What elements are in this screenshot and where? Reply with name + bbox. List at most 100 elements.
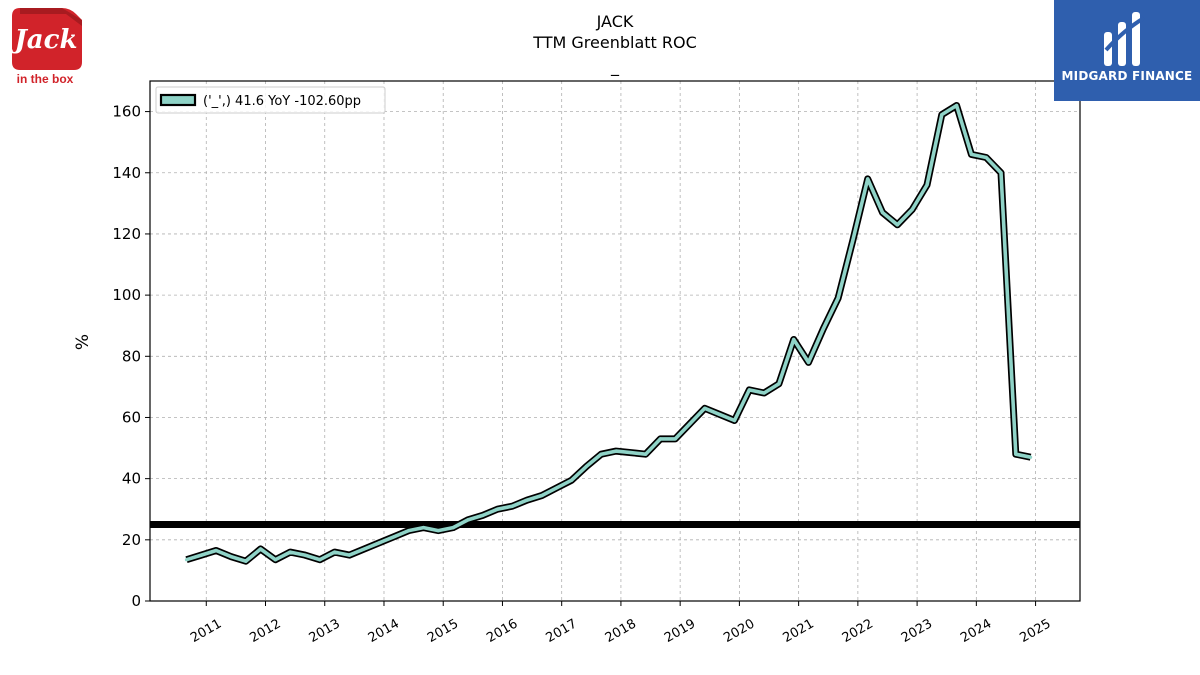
midgard-logo-text: MIDGARD FINANCE	[1061, 69, 1193, 83]
jack-logo-icon: Jack in the box	[10, 8, 82, 86]
x-tick-label: 2018	[603, 616, 639, 646]
data-point	[347, 553, 351, 557]
y-tick-label: 100	[112, 286, 141, 304]
svg-text:in the box: in the box	[17, 72, 74, 86]
jack-in-the-box-logo: Jack in the box	[6, 6, 84, 86]
data-point	[555, 486, 559, 490]
data-point	[703, 406, 707, 410]
data-point	[821, 327, 825, 331]
x-tick-label: 2016	[484, 616, 520, 646]
data-point	[288, 550, 292, 554]
x-axis-ticks: 2011 2012 2013 2014 2015 2016 2017 2018 2019 2020…	[188, 601, 1054, 646]
chart-subsubtitle: _	[610, 57, 620, 77]
data-point	[259, 547, 263, 551]
data-point	[910, 207, 914, 212]
data-point	[421, 526, 426, 530]
data-point	[925, 183, 929, 187]
data-point	[481, 513, 485, 518]
data-point	[984, 155, 988, 160]
data-point	[718, 412, 722, 416]
data-point	[599, 452, 603, 456]
data-point	[762, 391, 766, 395]
data-point	[407, 529, 411, 533]
data-point	[969, 152, 974, 156]
data-point	[584, 464, 589, 468]
y-tick-label: 80	[122, 347, 141, 365]
x-tick-label: 2023	[899, 616, 935, 646]
series-group	[184, 102, 1033, 565]
data-point	[362, 547, 366, 551]
data-point	[466, 518, 470, 522]
data-point	[318, 558, 322, 562]
x-tick-label: 2022	[840, 616, 876, 646]
x-tick-label: 2012	[247, 616, 283, 646]
data-point	[244, 559, 248, 563]
series-line	[185, 103, 1031, 564]
x-tick-label: 2019	[662, 616, 698, 646]
data-point	[644, 452, 648, 456]
data-point	[229, 555, 233, 559]
data-point	[836, 296, 840, 300]
x-tick-label: 2025	[1017, 616, 1053, 646]
data-point	[184, 558, 189, 562]
legend: ('_',) 41.6 YoY -102.60pp	[155, 86, 386, 114]
y-axis-label: %	[73, 334, 93, 350]
y-tick-label: 0	[131, 592, 141, 610]
data-point	[540, 493, 544, 498]
x-tick-label: 2013	[307, 616, 343, 646]
chart-title: JACK	[596, 12, 634, 31]
data-point	[273, 558, 277, 562]
data-point	[747, 388, 751, 392]
y-tick-label: 40	[122, 470, 141, 488]
x-tick-label: 2017	[544, 616, 580, 646]
series-line-outline	[185, 102, 1032, 565]
data-point	[866, 177, 870, 181]
legend-swatch	[159, 93, 197, 107]
legend-label: ('_',) 41.6 YoY -102.60pp	[203, 94, 361, 109]
y-axis-ticks: 0 20 40 60 80 100 120 140 160	[112, 103, 150, 610]
data-point	[732, 418, 737, 423]
data-point	[673, 437, 677, 441]
data-point	[525, 498, 529, 502]
data-point	[303, 553, 307, 557]
data-point	[510, 504, 514, 508]
grid	[150, 81, 1080, 602]
plot-area-frame	[149, 80, 1081, 602]
data-point	[880, 210, 885, 215]
data-point	[940, 113, 944, 117]
data-point	[955, 103, 959, 108]
x-tick-label: 2015	[425, 616, 461, 646]
data-point	[214, 548, 218, 553]
data-point	[1014, 452, 1018, 456]
x-tick-label: 2020	[721, 616, 757, 646]
data-point	[688, 422, 692, 426]
legend-box	[155, 86, 386, 114]
y-tick-label: 120	[112, 225, 141, 243]
svg-text:Jack: Jack	[10, 25, 78, 55]
data-point	[199, 553, 203, 557]
data-point	[451, 526, 455, 530]
y-tick-label: 140	[112, 164, 141, 182]
y-tick-label: 160	[112, 103, 141, 121]
midgard-finance-logo: MIDGARD FINANCE	[1054, 0, 1200, 101]
x-tick-label: 2014	[366, 616, 402, 646]
x-tick-label: 2011	[188, 616, 224, 646]
data-point	[895, 223, 900, 227]
data-point	[851, 238, 855, 242]
data-point	[777, 382, 781, 386]
data-point	[658, 437, 663, 441]
data-point	[333, 550, 337, 554]
data-point	[377, 541, 381, 545]
data-point	[792, 337, 796, 342]
chart-subtitle: TTM Greenblatt ROC	[532, 33, 697, 52]
data-point	[1029, 455, 1033, 459]
x-tick-label: 2021	[780, 616, 816, 646]
data-point	[806, 360, 811, 364]
data-point	[495, 507, 500, 511]
data-point	[436, 529, 440, 533]
data-point	[570, 478, 574, 482]
y-tick-label: 60	[122, 408, 141, 426]
data-point	[629, 451, 633, 455]
x-tick-label: 2024	[958, 616, 994, 646]
